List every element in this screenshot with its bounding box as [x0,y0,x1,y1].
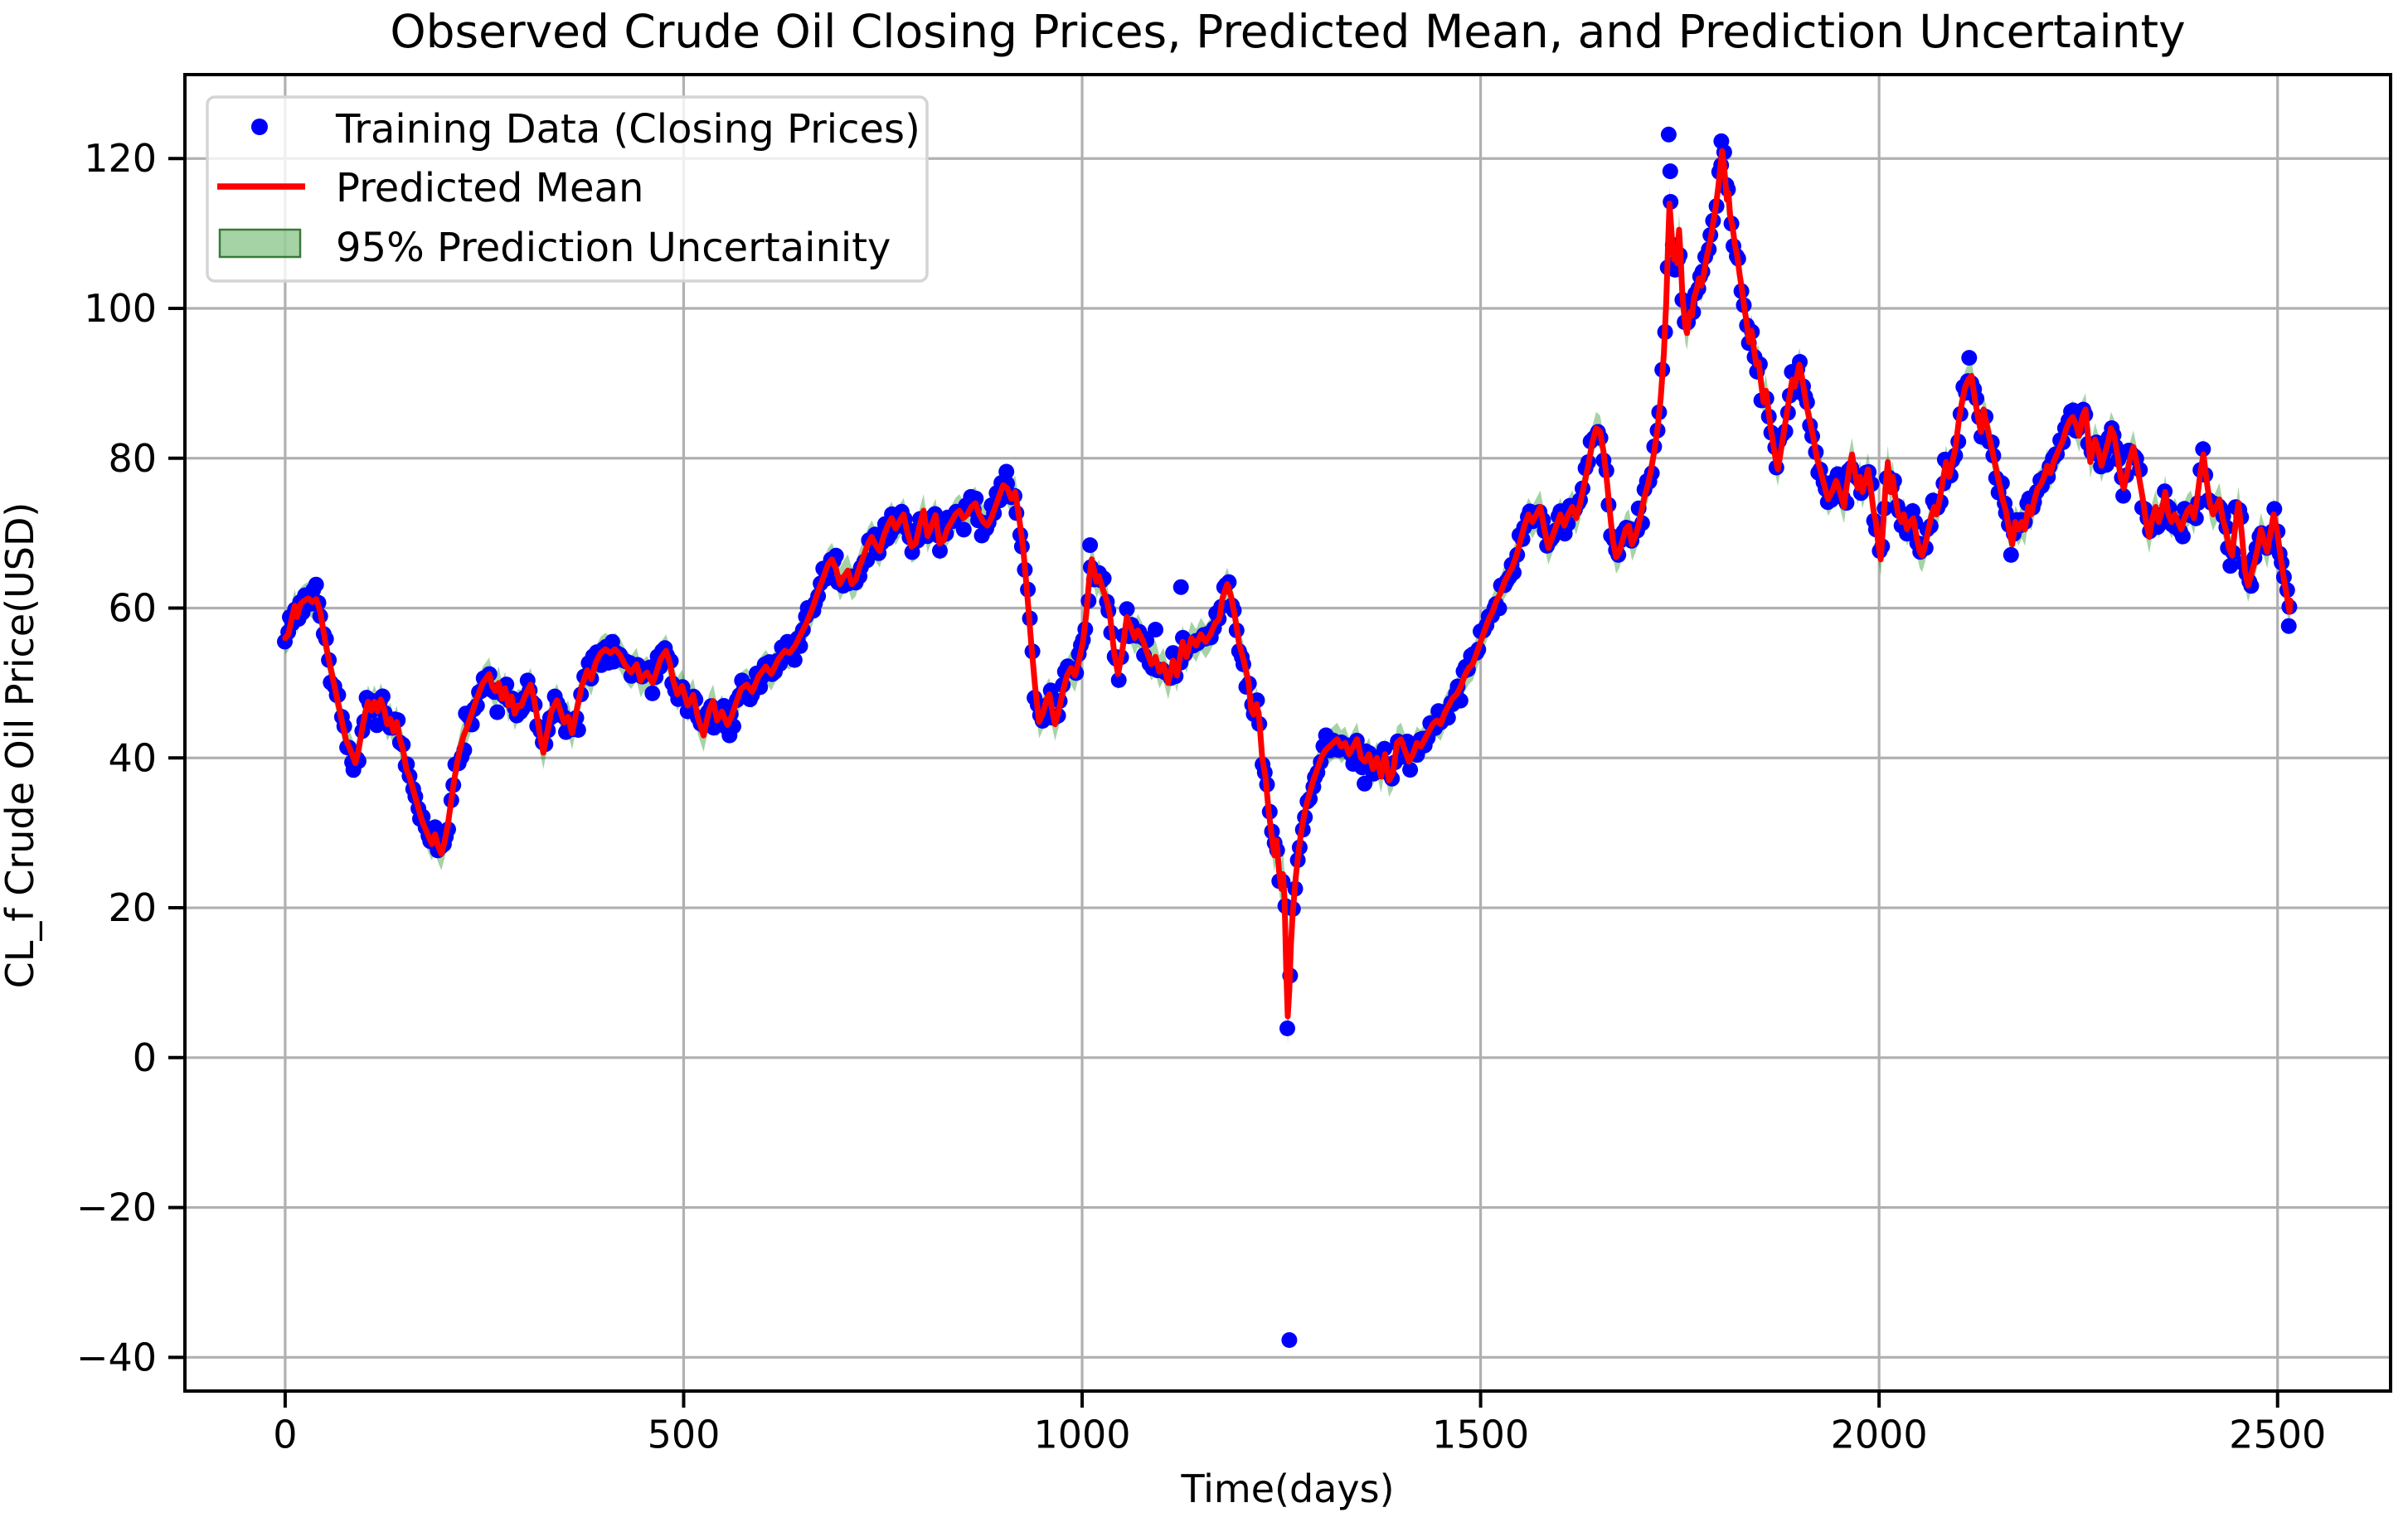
legend: Training Data (Closing Prices) Predicted… [206,95,929,283]
training-data-point [1376,740,1393,757]
training-data-point [2174,528,2191,545]
x-tick-label: 1500 [1432,1412,1529,1457]
predicted-mean-line [282,148,2294,1020]
predicted-mean-path [282,148,2294,1020]
legend-label-uncertainty: 95% Prediction Uncertainity [336,225,891,271]
y-tick-label: −40 [76,1335,157,1379]
y-tick-label: 120 [84,136,157,181]
y-tick-label: −20 [76,1185,157,1230]
training-data-point [2280,618,2297,634]
y-tick-label: 20 [108,885,157,930]
training-data-point [1110,671,1127,688]
training-data-point [1961,350,1978,366]
tick-labels: 0 500 1000 1500 2000 2500 120 100 80 60 40 20 0 −20 −4… [76,136,2326,1457]
training-data-point [2222,558,2239,574]
x-axis-label: Time(days) [1180,1466,1394,1511]
x-tick-label: 500 [648,1412,721,1457]
training-data-point [1082,537,1099,554]
training-data-point [932,542,948,559]
legend-box [206,95,929,283]
training-data-point [1281,1332,1298,1348]
training-data-point [998,463,1015,480]
training-data-point [2266,501,2283,517]
training-data-point [427,819,444,836]
training-data-point [955,521,972,538]
legend-label-training-data: Training Data (Closing Prices) [335,106,920,153]
legend-scatter-marker-icon [251,119,268,135]
training-data-point [1172,579,1189,595]
plot-border [183,73,2392,1393]
training-data-point [1119,601,1135,618]
training-data-point [2003,546,2019,563]
training-data-point [489,704,506,720]
training-data-point [786,652,803,668]
training-data-point [2115,487,2132,504]
y-tick-label: 0 [133,1035,157,1080]
x-tick-label: 1000 [1033,1412,1130,1457]
training-data-point [1662,163,1678,180]
y-axis-label: CL_f Crude Oil Price(USD) [0,502,42,989]
training-data-point [644,685,661,701]
training-data-point [1713,133,1730,149]
x-tick-label: 2500 [2229,1412,2326,1457]
training-data-point [1148,622,1163,637]
training-data-point [1279,1020,1295,1036]
legend-patch-marker-icon [218,228,302,259]
y-tick-label: 80 [108,436,157,481]
y-tick-label: 100 [84,286,157,331]
y-tick-label: 40 [108,735,157,780]
training-data-point [1357,775,1373,792]
training-data-point [1660,126,1677,143]
training-data-point [2195,441,2211,458]
axes-frame [168,73,2392,1408]
chart-title: Observed Crude Oil Closing Prices, Predi… [390,5,2185,58]
x-tick-label: 0 [273,1412,297,1457]
x-tick-label: 2000 [1831,1412,1928,1457]
training-data-point [308,576,324,593]
legend-label-predicted-mean: Predicted Mean [336,165,643,211]
y-tick-label: 60 [108,586,157,631]
training-data-point [1402,762,1419,778]
